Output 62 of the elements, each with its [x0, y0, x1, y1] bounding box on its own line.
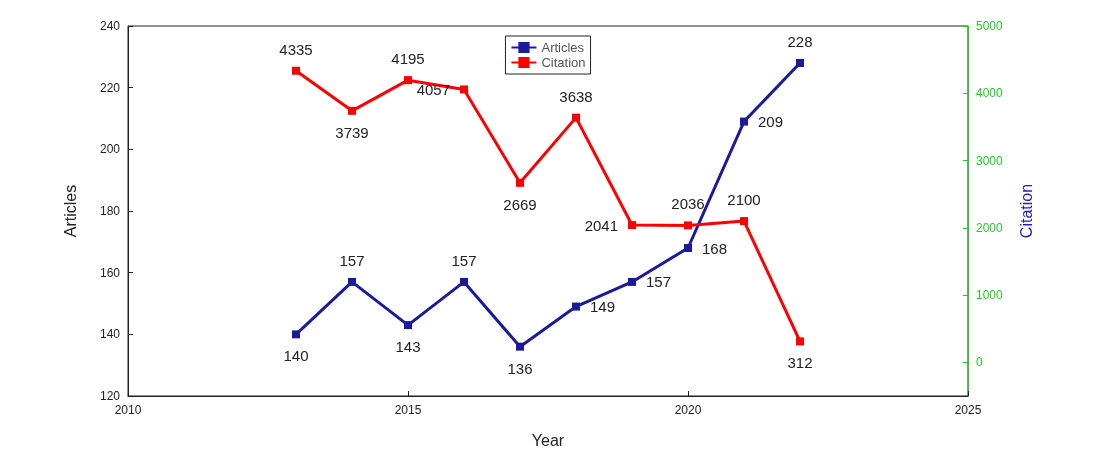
y-axis-title: Articles: [61, 184, 79, 238]
point: [348, 106, 356, 115]
data-label: 140: [283, 347, 309, 365]
y-tick-label: 180: [99, 204, 121, 218]
point: [628, 221, 636, 230]
data-label: 2669: [503, 195, 537, 213]
point: [292, 330, 300, 339]
data-label: 136: [507, 359, 533, 377]
data-label: 168: [702, 239, 728, 257]
point: [796, 59, 804, 67]
point: [796, 337, 804, 346]
point: [740, 117, 748, 126]
data-label: 157: [646, 273, 672, 291]
y2-tick-label: 2000: [976, 220, 1004, 235]
legend-label: Citation: [541, 55, 586, 70]
y2-tick-label: 1000: [976, 288, 1004, 303]
point: [292, 66, 300, 75]
x-tick-label: 2020: [674, 403, 702, 417]
point: [572, 113, 580, 122]
data-label: 4195: [391, 50, 425, 68]
point: [460, 277, 468, 286]
point: [460, 85, 468, 94]
point: [516, 178, 524, 187]
y2-tick-label: 5000: [976, 19, 1004, 33]
x-axis-title: Year: [531, 431, 565, 449]
data-label: 157: [339, 251, 365, 269]
data-label: 143: [395, 338, 421, 356]
point: [684, 244, 692, 252]
data-label: 312: [787, 354, 813, 372]
data-label: 4057: [416, 80, 450, 98]
y2-tick-label: 3000: [976, 153, 1004, 168]
data-label: 4335: [279, 40, 313, 58]
data-label: 3739: [335, 123, 369, 141]
x-tick-label: 2025: [954, 403, 982, 417]
point: [516, 342, 524, 351]
point: [404, 321, 412, 330]
data-label: 157: [451, 251, 477, 269]
y2-axis-title: Citation: [1017, 183, 1035, 239]
y-tick-label: 140: [99, 327, 121, 342]
point: [628, 277, 636, 286]
data-label: 228: [787, 33, 813, 50]
y-tick-label: 220: [99, 80, 121, 95]
y-tick-label: 200: [99, 142, 121, 157]
y-tick-label: 240: [99, 19, 121, 33]
data-label: 2100: [727, 191, 761, 209]
point: [572, 302, 580, 311]
y-tick-label: 120: [99, 389, 121, 403]
y-tick-label: 160: [99, 265, 121, 280]
data-label: 2041: [584, 216, 618, 234]
y2-tick-label: 0: [976, 355, 983, 370]
y2-tick-label: 4000: [976, 86, 1004, 101]
legend-label: Articles: [541, 40, 585, 55]
data-label: 149: [590, 298, 616, 316]
data-label: 209: [758, 113, 784, 131]
data-label: 3638: [559, 87, 593, 105]
point: [404, 76, 412, 85]
data-label: 2036: [671, 195, 705, 213]
point: [684, 221, 692, 230]
point: [740, 217, 748, 226]
point: [348, 277, 356, 286]
x-tick-label: 2010: [114, 403, 142, 417]
x-tick-label: 2015: [394, 403, 422, 417]
